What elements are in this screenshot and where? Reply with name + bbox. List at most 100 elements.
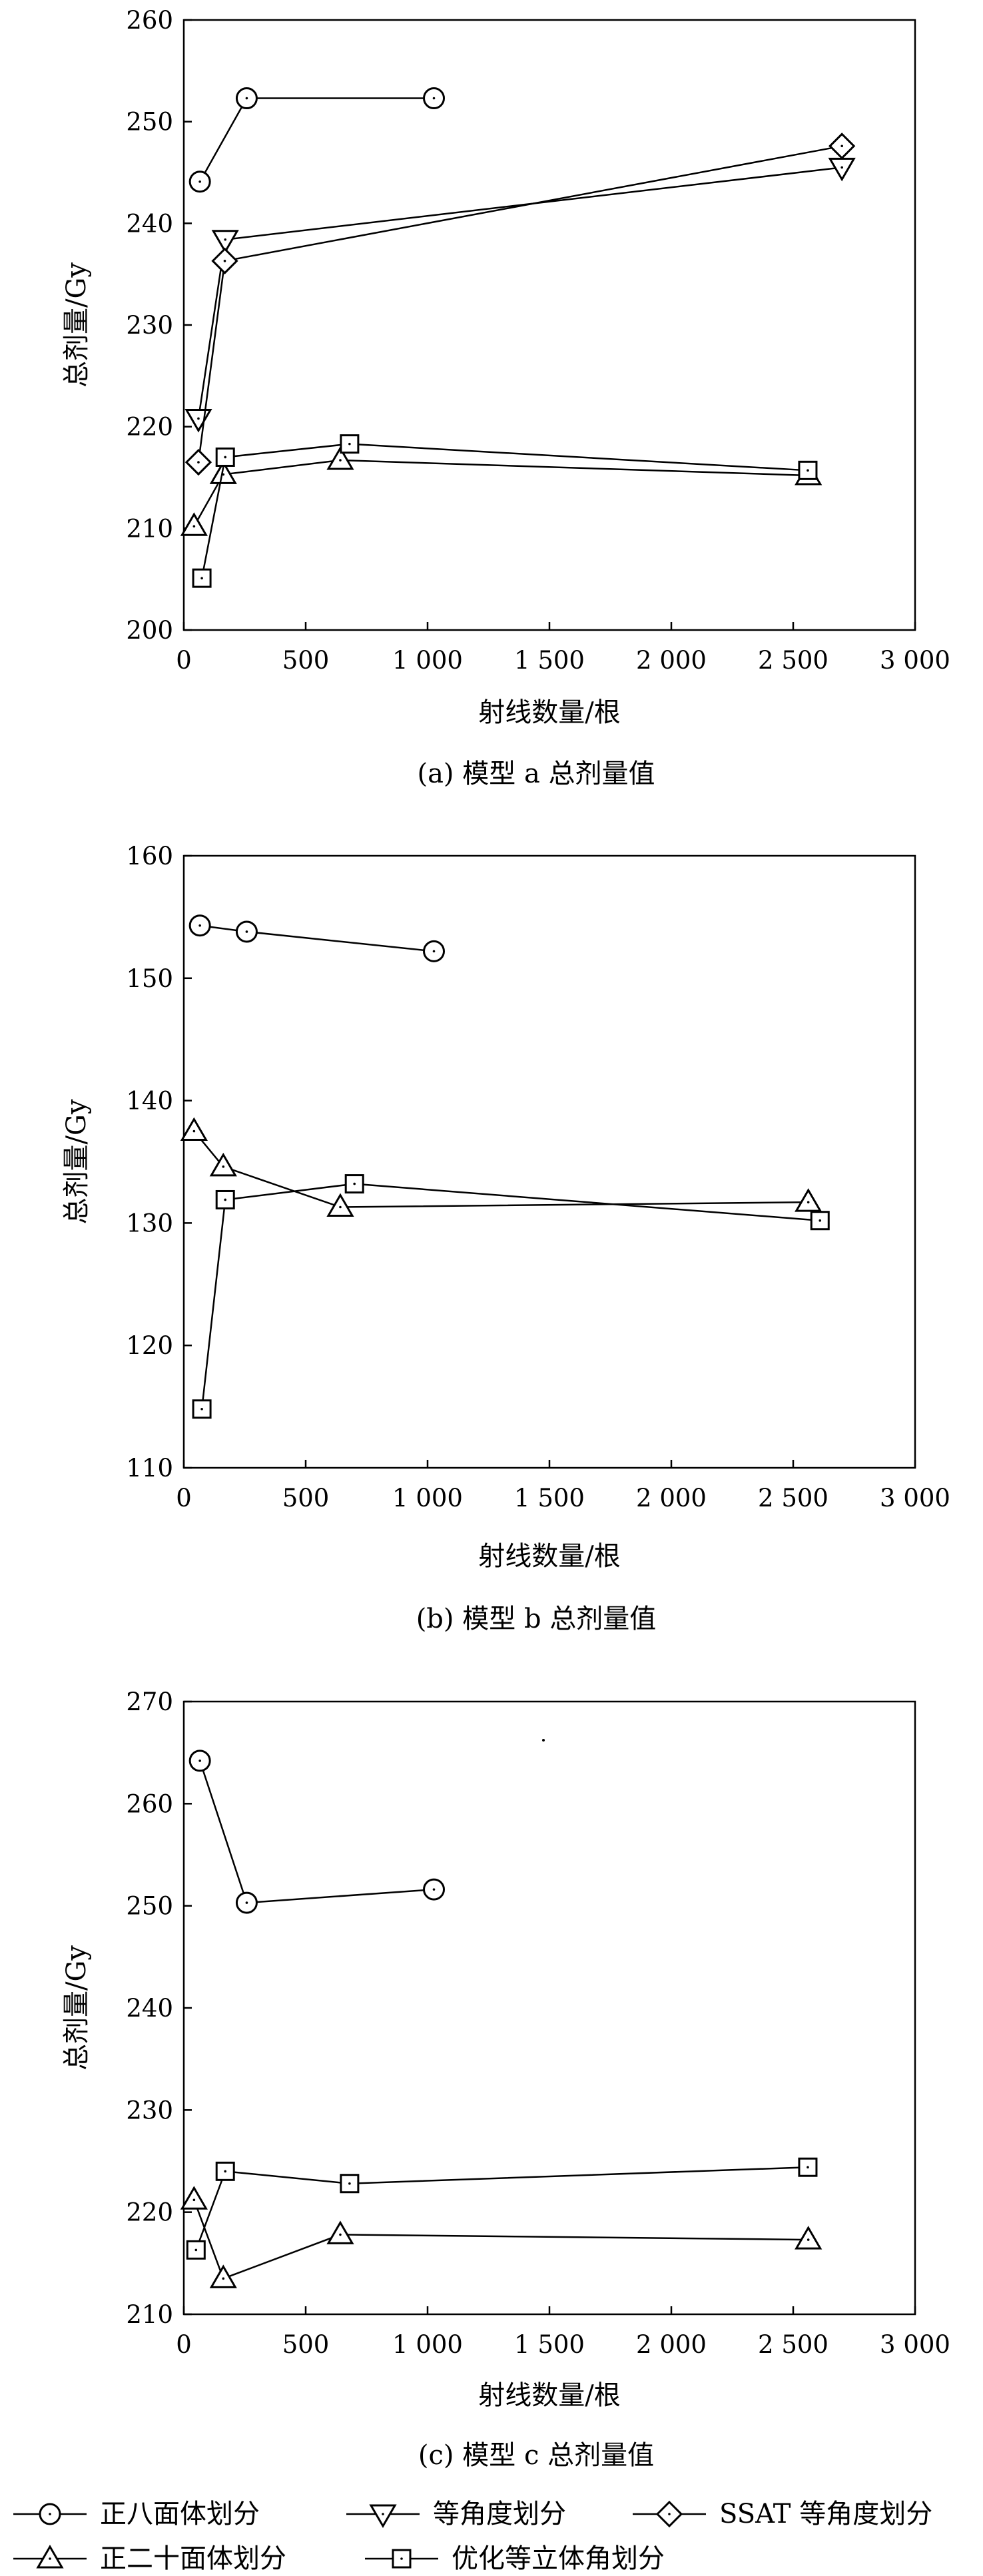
data-point-triangle-up-dot xyxy=(339,1205,342,1209)
data-point-triangle-up xyxy=(209,2264,237,2288)
x-tick-label: 3 000 xyxy=(880,1484,950,1512)
x-tick-label: 1 500 xyxy=(514,1484,585,1512)
data-point-triangle-up-dot xyxy=(192,525,196,528)
data-point-square-dot xyxy=(353,1182,356,1185)
x-tick-label: 2 000 xyxy=(636,2330,707,2359)
legend-square-icon-dot xyxy=(400,2557,403,2560)
data-point-triangle-up-dot xyxy=(192,2198,196,2202)
data-point-triangle-down-dot xyxy=(840,166,843,169)
y-tick-label: 240 xyxy=(126,1994,173,2023)
series-a-1 xyxy=(184,157,856,433)
series-a-3 xyxy=(180,446,822,536)
data-point-square xyxy=(192,1399,212,1419)
legend-label: 等角度划分 xyxy=(433,2499,566,2529)
y-tick-label: 270 xyxy=(126,1688,173,1716)
data-point-triangle-down-dot xyxy=(197,417,200,420)
chart-caption: (c) 模型 c 总剂量值 xyxy=(418,2440,654,2471)
legend-item: 正八面体划分 xyxy=(13,2499,260,2529)
data-point-triangle-up-dot xyxy=(339,2233,342,2236)
legend-label: SSAT 等角度划分 xyxy=(719,2499,932,2529)
x-tick-label: 2 500 xyxy=(758,2330,828,2359)
data-point-circle-dot xyxy=(245,97,248,100)
x-axis-label: 射线数量/根 xyxy=(478,2380,620,2411)
series-line xyxy=(193,2199,809,2280)
series-a-0 xyxy=(188,87,446,193)
data-point-triangle-up xyxy=(209,460,237,484)
data-point-square-dot xyxy=(224,1198,227,1201)
plot-frame-c xyxy=(182,1700,916,2316)
y-tick-label: 240 xyxy=(126,209,173,238)
legend-item: 等角度划分 xyxy=(346,2499,566,2529)
data-point-triangle-up-dot xyxy=(339,459,342,462)
chart-a: 0 500 1 000 1 500 2 000 2 500 3 000 200 210 220 23… xyxy=(61,6,950,789)
y-axis-label: 总剂量/Gy xyxy=(61,262,92,388)
data-point-square-dot xyxy=(807,2166,809,2168)
series-line xyxy=(197,166,842,419)
data-point-triangle-up xyxy=(180,2186,208,2210)
y-tick-label: 110 xyxy=(126,1454,173,1482)
data-point-diamond-dot xyxy=(223,260,226,262)
series-line xyxy=(193,1130,809,1208)
x-tick-label: 2 000 xyxy=(636,1484,707,1512)
series-line xyxy=(199,97,434,182)
y-tick-label: 260 xyxy=(126,1789,173,1818)
y-tick-label: 210 xyxy=(126,514,173,543)
data-point-square-dot xyxy=(819,1219,822,1222)
data-point-square-dot xyxy=(348,442,351,446)
x-tick-label: 1 000 xyxy=(392,1484,463,1512)
x-axis-label: 射线数量/根 xyxy=(478,697,620,728)
data-point-circle-dot xyxy=(198,924,201,927)
x-axis-label: 射线数量/根 xyxy=(478,1541,620,1572)
data-point-circle-dot xyxy=(198,1760,201,1762)
y-tick-label: 200 xyxy=(126,616,173,645)
legend-triangle-down-icon xyxy=(369,2504,397,2528)
x-tick-label: 0 xyxy=(176,646,192,675)
data-point-triangle-up xyxy=(180,1117,208,1141)
data-point-triangle-up-dot xyxy=(807,1201,810,1203)
legend-triangle-down-icon-dot xyxy=(382,2513,384,2515)
legend-item: SSAT 等角度划分 xyxy=(633,2499,932,2529)
plot-frame-b xyxy=(182,854,916,1469)
x-tick-label: 2 000 xyxy=(636,646,707,675)
data-point-triangle-up-dot xyxy=(222,2277,225,2280)
legend-triangle-up-icon-dot xyxy=(49,2557,51,2560)
x-tick-label: 2 500 xyxy=(758,1484,828,1512)
data-point-diamond-dot xyxy=(197,461,200,464)
data-point-triangle-up-dot xyxy=(192,1129,196,1133)
legend-label: 优化等立体角划分 xyxy=(452,2543,665,2574)
chart-b: 0 500 1 000 1 500 2 000 2 500 3 000 110 120 130 14… xyxy=(61,842,950,1634)
data-point-triangle-up xyxy=(795,2226,822,2250)
y-tick-label: 220 xyxy=(126,2198,173,2227)
series-c-2 xyxy=(186,2157,818,2260)
data-point-triangle-down-dot xyxy=(224,238,227,241)
y-tick-label: 230 xyxy=(126,2096,173,2124)
data-point-square-dot xyxy=(224,2170,227,2173)
x-tick-label: 1 500 xyxy=(514,646,585,675)
data-point-square-dot xyxy=(807,469,809,472)
stray-dot xyxy=(542,1739,545,1742)
y-tick-label: 260 xyxy=(126,6,173,35)
data-point-triangle-up xyxy=(326,1193,354,1217)
x-tick-label: 0 xyxy=(176,1484,192,1512)
x-tick-label: 500 xyxy=(282,1484,330,1512)
data-point-diamond-dot xyxy=(840,145,843,148)
x-tick-label: 1 000 xyxy=(392,646,463,675)
x-tick-label: 1 000 xyxy=(392,2330,463,2359)
legend-label: 正八面体划分 xyxy=(100,2499,260,2529)
series-line xyxy=(198,1760,434,1904)
data-point-circle-dot xyxy=(432,97,436,100)
data-point-square-dot xyxy=(200,577,203,579)
data-point-triangle-up xyxy=(209,1152,237,1177)
x-tick-label: 3 000 xyxy=(880,646,950,675)
data-point-triangle-up xyxy=(326,446,354,470)
data-point-circle-dot xyxy=(432,950,436,953)
y-tick-label: 160 xyxy=(126,842,173,870)
data-point-triangle-up xyxy=(326,2220,354,2244)
series-b-1 xyxy=(180,1117,822,1217)
legend-circle-icon-dot xyxy=(49,2513,51,2515)
data-point-circle-dot xyxy=(432,1888,436,1891)
series-b-0 xyxy=(188,914,446,962)
legend-diamond-icon-dot xyxy=(668,2513,671,2515)
data-point-square-dot xyxy=(194,2248,198,2252)
